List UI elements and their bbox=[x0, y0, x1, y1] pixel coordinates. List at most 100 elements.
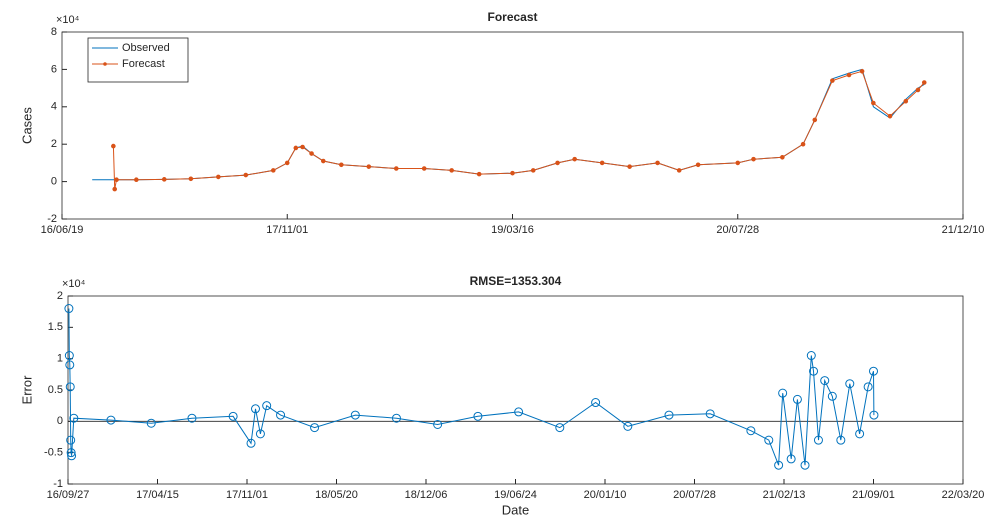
point bbox=[530, 168, 536, 173]
point bbox=[572, 156, 577, 162]
point bbox=[476, 171, 482, 177]
point bbox=[114, 177, 119, 183]
point bbox=[421, 166, 427, 171]
x-tick-label: 19/03/16 bbox=[491, 224, 534, 236]
point bbox=[111, 143, 116, 149]
point bbox=[676, 168, 682, 173]
point bbox=[903, 98, 909, 104]
marker bbox=[255, 429, 265, 439]
point bbox=[134, 177, 139, 183]
marker bbox=[813, 435, 823, 445]
marker bbox=[187, 413, 197, 423]
y-tick-label: 0 bbox=[51, 176, 57, 188]
point bbox=[599, 160, 605, 166]
x-tick-label: 20/01/10 bbox=[584, 489, 627, 501]
x-tick-label: 17/11/01 bbox=[266, 224, 308, 236]
point bbox=[161, 177, 167, 182]
y-tick-label: 4 bbox=[51, 101, 57, 113]
marker bbox=[827, 391, 837, 401]
x-tick-label: 21/12/10 bbox=[942, 224, 985, 236]
marker bbox=[66, 448, 76, 458]
x-tick-label: 21/09/01 bbox=[852, 489, 895, 501]
x-tick-label: 19/06/24 bbox=[494, 489, 537, 501]
point bbox=[555, 160, 560, 166]
point bbox=[216, 174, 221, 180]
marker bbox=[514, 407, 524, 417]
marker bbox=[806, 351, 816, 361]
point bbox=[846, 72, 852, 78]
marker bbox=[65, 382, 75, 392]
marker bbox=[246, 438, 256, 448]
point bbox=[627, 164, 632, 169]
marker bbox=[555, 423, 565, 433]
marker bbox=[276, 410, 286, 420]
point bbox=[510, 170, 515, 176]
x-tick-label: 18/05/20 bbox=[315, 489, 358, 501]
marker bbox=[820, 376, 830, 386]
marker bbox=[262, 401, 272, 411]
marker bbox=[623, 421, 633, 431]
y-tick-label: 0 bbox=[57, 415, 63, 427]
point bbox=[751, 156, 756, 162]
point bbox=[320, 158, 326, 164]
legend-box bbox=[87, 37, 189, 83]
marker bbox=[65, 360, 75, 370]
x-tick-label: 18/12/06 bbox=[405, 489, 448, 501]
y-multiplier: ×10⁴ bbox=[62, 278, 86, 290]
legend-marker bbox=[103, 62, 107, 66]
marker bbox=[67, 451, 77, 461]
x-tick-label: 20/07/28 bbox=[673, 489, 716, 501]
marker bbox=[863, 382, 873, 392]
point bbox=[284, 160, 290, 166]
legend-label: Observed bbox=[122, 42, 170, 54]
y-tick-label: -2 bbox=[47, 213, 57, 225]
x-tick-label: 20/07/28 bbox=[716, 224, 759, 236]
point bbox=[800, 141, 806, 147]
axes-box bbox=[61, 31, 964, 220]
marker bbox=[746, 426, 756, 436]
point bbox=[339, 162, 344, 168]
marker bbox=[705, 409, 715, 419]
legend-label: Forecast bbox=[122, 58, 165, 70]
marker bbox=[836, 435, 846, 445]
point bbox=[780, 154, 785, 160]
y-tick-label: 2 bbox=[51, 138, 57, 150]
x-axis-label: Date bbox=[502, 502, 529, 517]
marker bbox=[869, 366, 878, 376]
point bbox=[695, 162, 701, 168]
point bbox=[293, 145, 299, 151]
marker bbox=[869, 410, 879, 420]
point bbox=[887, 113, 893, 119]
x-tick-label: 17/04/15 bbox=[136, 489, 179, 501]
marker bbox=[591, 398, 601, 408]
y-tick-label: -0.5 bbox=[44, 447, 63, 459]
x-tick-label: 21/02/13 bbox=[763, 489, 806, 501]
marker bbox=[66, 435, 76, 445]
y-multiplier: ×10⁴ bbox=[56, 14, 80, 26]
marker bbox=[64, 351, 74, 361]
point bbox=[735, 160, 741, 166]
y-tick-label: 0.5 bbox=[48, 384, 63, 396]
series-line bbox=[112, 70, 925, 190]
point bbox=[871, 100, 876, 106]
x-tick-label: 16/06/19 bbox=[41, 224, 84, 236]
point bbox=[393, 166, 399, 171]
marker bbox=[228, 411, 238, 421]
point bbox=[112, 186, 118, 192]
chart-title: RMSE=1353.304 bbox=[470, 274, 562, 288]
point bbox=[243, 172, 249, 178]
y-tick-label: 1 bbox=[57, 353, 63, 365]
marker bbox=[786, 454, 796, 464]
marker bbox=[778, 388, 788, 398]
marker bbox=[146, 418, 156, 428]
marker bbox=[64, 304, 74, 314]
x-tick-label: 22/03/20 bbox=[942, 489, 985, 501]
y-tick-label: 2 bbox=[57, 290, 63, 302]
point bbox=[921, 80, 927, 85]
x-tick-label: 16/09/27 bbox=[47, 489, 90, 501]
marker bbox=[106, 415, 116, 425]
point bbox=[915, 87, 921, 93]
marker bbox=[800, 460, 810, 470]
point bbox=[309, 151, 314, 156]
